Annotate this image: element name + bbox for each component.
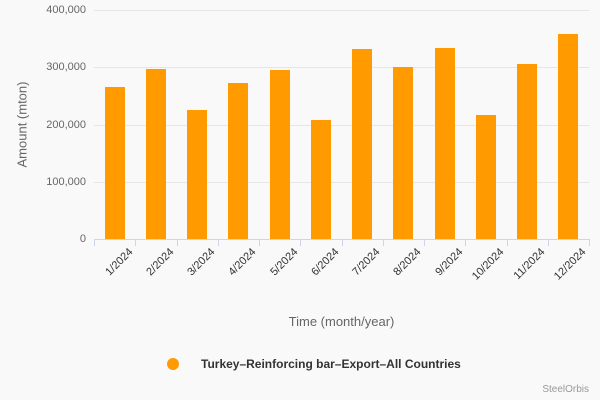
legend-item[interactable]: Turkey–Reinforcing bar–Export–All Countr… (167, 355, 461, 373)
x-axis-label: 12/2024 (552, 246, 589, 283)
x-axis-tick (259, 240, 260, 246)
x-axis-label: 3/2024 (185, 246, 218, 279)
x-axis-tick (547, 240, 549, 246)
x-axis-tick (341, 240, 343, 246)
x-axis-title: Time (month/year) (288, 314, 395, 329)
y-axis-title: Amount (mton) (14, 81, 30, 168)
gridline-100000 (94, 181, 589, 183)
bar-10/2024[interactable] (475, 115, 496, 239)
bar-3/2024[interactable] (187, 110, 208, 239)
y-axis-label: 400,000 (46, 4, 86, 16)
bar-2/2024[interactable] (145, 69, 166, 239)
x-axis-tick (217, 240, 219, 246)
x-axis-label: 8/2024 (391, 246, 424, 279)
gridline-200000 (94, 124, 589, 126)
legend-marker-icon (167, 358, 179, 370)
bar-7/2024[interactable] (352, 48, 373, 239)
x-axis-tick (94, 240, 95, 246)
x-axis-tick (465, 240, 467, 246)
x-axis-label: 7/2024 (350, 246, 383, 279)
bar-11/2024[interactable] (517, 63, 538, 239)
x-axis-label: 9/2024 (432, 246, 466, 279)
x-axis-label: 4/2024 (226, 246, 259, 279)
x-axis-label: 11/2024 (511, 246, 548, 283)
x-axis-tick (424, 240, 425, 246)
x-axis-label: 6/2024 (309, 246, 342, 279)
bar-6/2024[interactable] (310, 119, 331, 239)
x-axis-label: 10/2024 (469, 246, 507, 283)
x-axis-tick (176, 240, 178, 246)
x-axis-label: 5/2024 (267, 246, 301, 279)
x-axis-label: 2/2024 (144, 246, 177, 279)
y-axis-label: 0 (79, 233, 86, 245)
x-axis-tick (506, 240, 508, 246)
y-axis-label: 200,000 (46, 119, 86, 131)
x-axis-tick (300, 240, 302, 246)
x-axis-tick (135, 240, 137, 246)
bar-9/2024[interactable] (434, 47, 455, 239)
x-axis-line (94, 239, 590, 240)
legend-label: Turkey–Reinforcing bar–Export–All Countr… (201, 357, 461, 371)
bar-1/2024[interactable] (104, 87, 125, 239)
y-axis-label: 300,000 (46, 61, 86, 73)
y-axis-label: 100,000 (46, 176, 86, 188)
bar-5/2024[interactable] (269, 70, 290, 239)
bar-12/2024[interactable] (558, 33, 579, 239)
x-axis-tick (382, 240, 384, 246)
credits-link[interactable]: SteelOrbis (542, 384, 589, 395)
gridline-400000 (94, 10, 589, 11)
x-axis-label: 1/2024 (102, 246, 136, 279)
x-axis-tick (589, 240, 590, 246)
bar-8/2024[interactable] (393, 67, 414, 240)
bar-4/2024[interactable] (228, 83, 249, 239)
gridline-300000 (94, 67, 589, 69)
